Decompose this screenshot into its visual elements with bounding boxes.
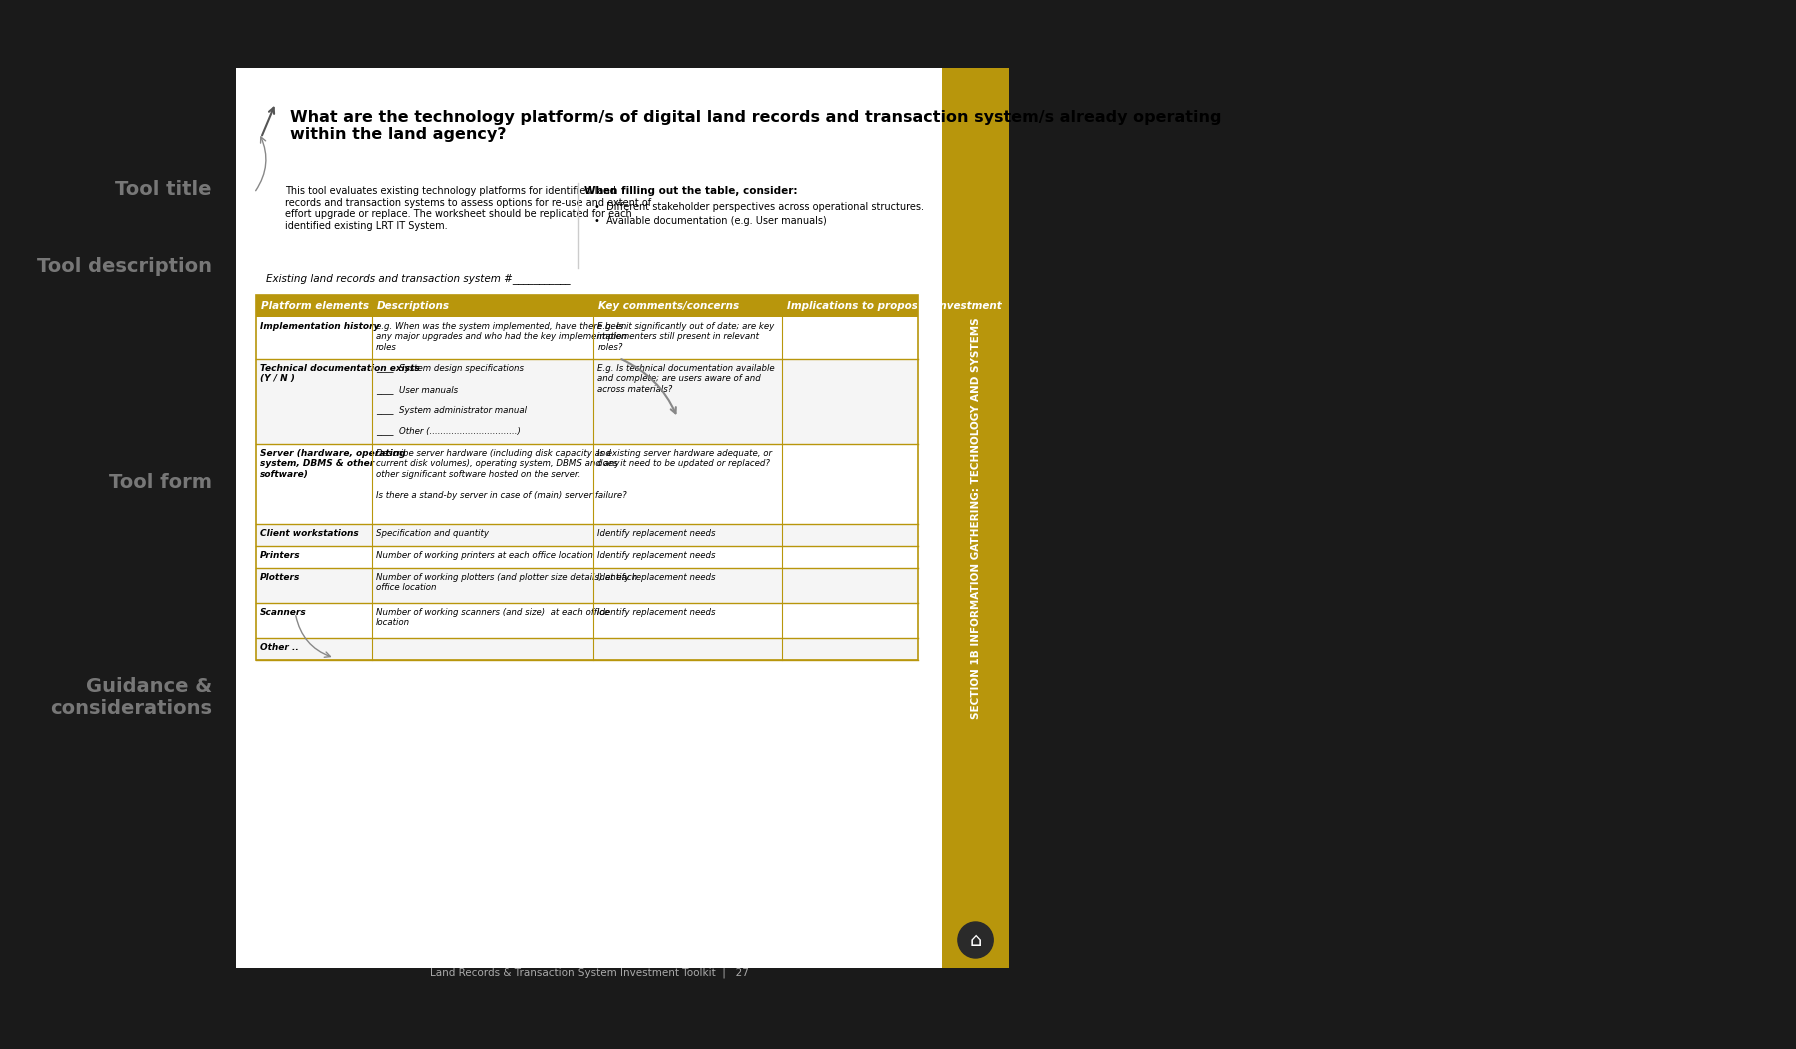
Text: Implementation history: Implementation history [260, 322, 379, 331]
FancyBboxPatch shape [257, 295, 918, 317]
FancyBboxPatch shape [237, 68, 943, 968]
Text: Plotters: Plotters [260, 573, 300, 582]
Text: Server (hardware, operating
system, DBMS & other
software): Server (hardware, operating system, DBMS… [260, 449, 406, 478]
Text: Implications to proposed investment: Implications to proposed investment [787, 301, 1002, 311]
Text: e.g. When was the system implemented, have there been
any major upgrades and who: e.g. When was the system implemented, ha… [375, 322, 627, 351]
Text: Number of working scanners (and size)  at each office
location: Number of working scanners (and size) at… [375, 608, 609, 627]
Text: Guidance &
considerations: Guidance & considerations [50, 678, 212, 719]
FancyBboxPatch shape [257, 603, 918, 638]
Text: SECTION 1B INFORMATION GATHERING: TECHNOLOGY AND SYSTEMS: SECTION 1B INFORMATION GATHERING: TECHNO… [970, 317, 981, 719]
Text: This tool evaluates existing technology platforms for identified land
records an: This tool evaluates existing technology … [286, 186, 652, 231]
Text: •  Available documentation (e.g. User manuals): • Available documentation (e.g. User man… [594, 216, 826, 226]
Text: ⌂: ⌂ [970, 930, 982, 949]
Text: E.g. Is technical documentation available
and complete; are users aware of and
a: E.g. Is technical documentation availabl… [598, 364, 776, 393]
Text: Number of working plotters (and plotter size details) at each
office location: Number of working plotters (and plotter … [375, 573, 638, 593]
FancyBboxPatch shape [257, 545, 918, 568]
Circle shape [957, 922, 993, 958]
Text: Descriptions: Descriptions [377, 301, 449, 311]
FancyBboxPatch shape [257, 359, 918, 444]
FancyBboxPatch shape [257, 317, 918, 359]
Text: Land Records & Transaction System Investment Toolkit  |   27: Land Records & Transaction System Invest… [429, 968, 749, 979]
Text: Identify replacement needs: Identify replacement needs [598, 529, 717, 538]
Text: Other ..: Other .. [260, 643, 298, 652]
Text: Tool description: Tool description [38, 257, 212, 276]
Text: E.g. Is it significantly out of date; are key
implementers still present in rele: E.g. Is it significantly out of date; ar… [598, 322, 774, 351]
Text: Client workstations: Client workstations [260, 529, 359, 538]
Text: Existing land records and transaction system #___________: Existing land records and transaction sy… [266, 273, 571, 284]
Text: Platform elements: Platform elements [260, 301, 368, 311]
Text: Describe server hardware (including disk capacity and
current disk volumes), ope: Describe server hardware (including disk… [375, 449, 627, 499]
Text: Specification and quantity: Specification and quantity [375, 529, 489, 538]
Text: Tool form: Tool form [110, 472, 212, 492]
Text: Identify replacement needs: Identify replacement needs [598, 573, 717, 582]
Text: Is existing server hardware adequate, or
does it need to be updated or replaced?: Is existing server hardware adequate, or… [598, 449, 772, 469]
FancyBboxPatch shape [257, 444, 918, 524]
Text: When filling out the table, consider:: When filling out the table, consider: [584, 186, 797, 196]
Text: Technical documentation exists
(Y / N ): Technical documentation exists (Y / N ) [260, 364, 420, 383]
FancyBboxPatch shape [943, 68, 1009, 968]
Text: ____  System design specifications

____  User manuals

____  System administrat: ____ System design specifications ____ U… [375, 364, 526, 435]
Text: Tool title: Tool title [115, 180, 212, 199]
FancyBboxPatch shape [257, 638, 918, 660]
Text: •  Different stakeholder perspectives across operational structures.: • Different stakeholder perspectives acr… [594, 202, 925, 212]
Text: Number of working printers at each office location: Number of working printers at each offic… [375, 551, 593, 560]
Text: What are the technology platform/s of digital land records and transaction syste: What are the technology platform/s of di… [291, 110, 1221, 143]
Text: Scanners: Scanners [260, 608, 307, 617]
Text: Identify replacement needs: Identify replacement needs [598, 608, 717, 617]
Text: Identify replacement needs: Identify replacement needs [598, 551, 717, 560]
Text: Key comments/concerns: Key comments/concerns [598, 301, 740, 311]
Text: Printers: Printers [260, 551, 300, 560]
FancyBboxPatch shape [257, 524, 918, 545]
FancyBboxPatch shape [257, 568, 918, 603]
